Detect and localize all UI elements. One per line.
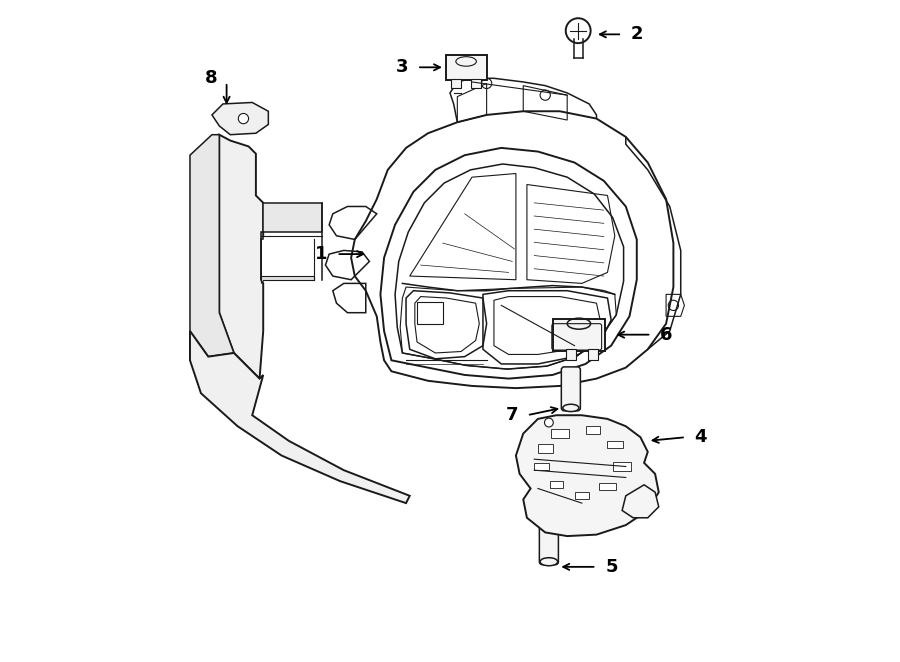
FancyBboxPatch shape: [586, 426, 600, 434]
Polygon shape: [622, 485, 659, 518]
Polygon shape: [190, 331, 410, 503]
Polygon shape: [261, 276, 314, 283]
FancyBboxPatch shape: [553, 318, 606, 351]
Polygon shape: [190, 134, 234, 357]
Text: 1: 1: [315, 245, 328, 263]
FancyBboxPatch shape: [538, 444, 553, 453]
Text: 2: 2: [631, 25, 644, 43]
Ellipse shape: [562, 404, 579, 412]
Polygon shape: [212, 103, 268, 134]
Ellipse shape: [540, 557, 558, 566]
Polygon shape: [261, 203, 322, 240]
FancyBboxPatch shape: [599, 483, 616, 490]
FancyBboxPatch shape: [574, 492, 590, 499]
Text: 3: 3: [396, 58, 409, 76]
Polygon shape: [220, 134, 263, 379]
FancyBboxPatch shape: [562, 367, 580, 411]
FancyBboxPatch shape: [539, 521, 558, 565]
FancyBboxPatch shape: [446, 55, 487, 79]
Polygon shape: [516, 415, 659, 536]
FancyBboxPatch shape: [566, 350, 576, 360]
FancyBboxPatch shape: [472, 79, 482, 88]
Circle shape: [238, 113, 248, 124]
FancyBboxPatch shape: [535, 463, 549, 470]
FancyBboxPatch shape: [613, 462, 631, 471]
Circle shape: [544, 418, 554, 427]
Text: 7: 7: [506, 406, 518, 424]
Text: 6: 6: [661, 326, 672, 344]
Text: 8: 8: [204, 70, 217, 87]
FancyBboxPatch shape: [588, 350, 598, 360]
Text: 5: 5: [606, 558, 617, 576]
FancyBboxPatch shape: [451, 79, 461, 88]
Text: 4: 4: [695, 428, 707, 446]
FancyBboxPatch shape: [607, 441, 623, 448]
FancyBboxPatch shape: [551, 429, 569, 438]
FancyBboxPatch shape: [550, 481, 562, 489]
